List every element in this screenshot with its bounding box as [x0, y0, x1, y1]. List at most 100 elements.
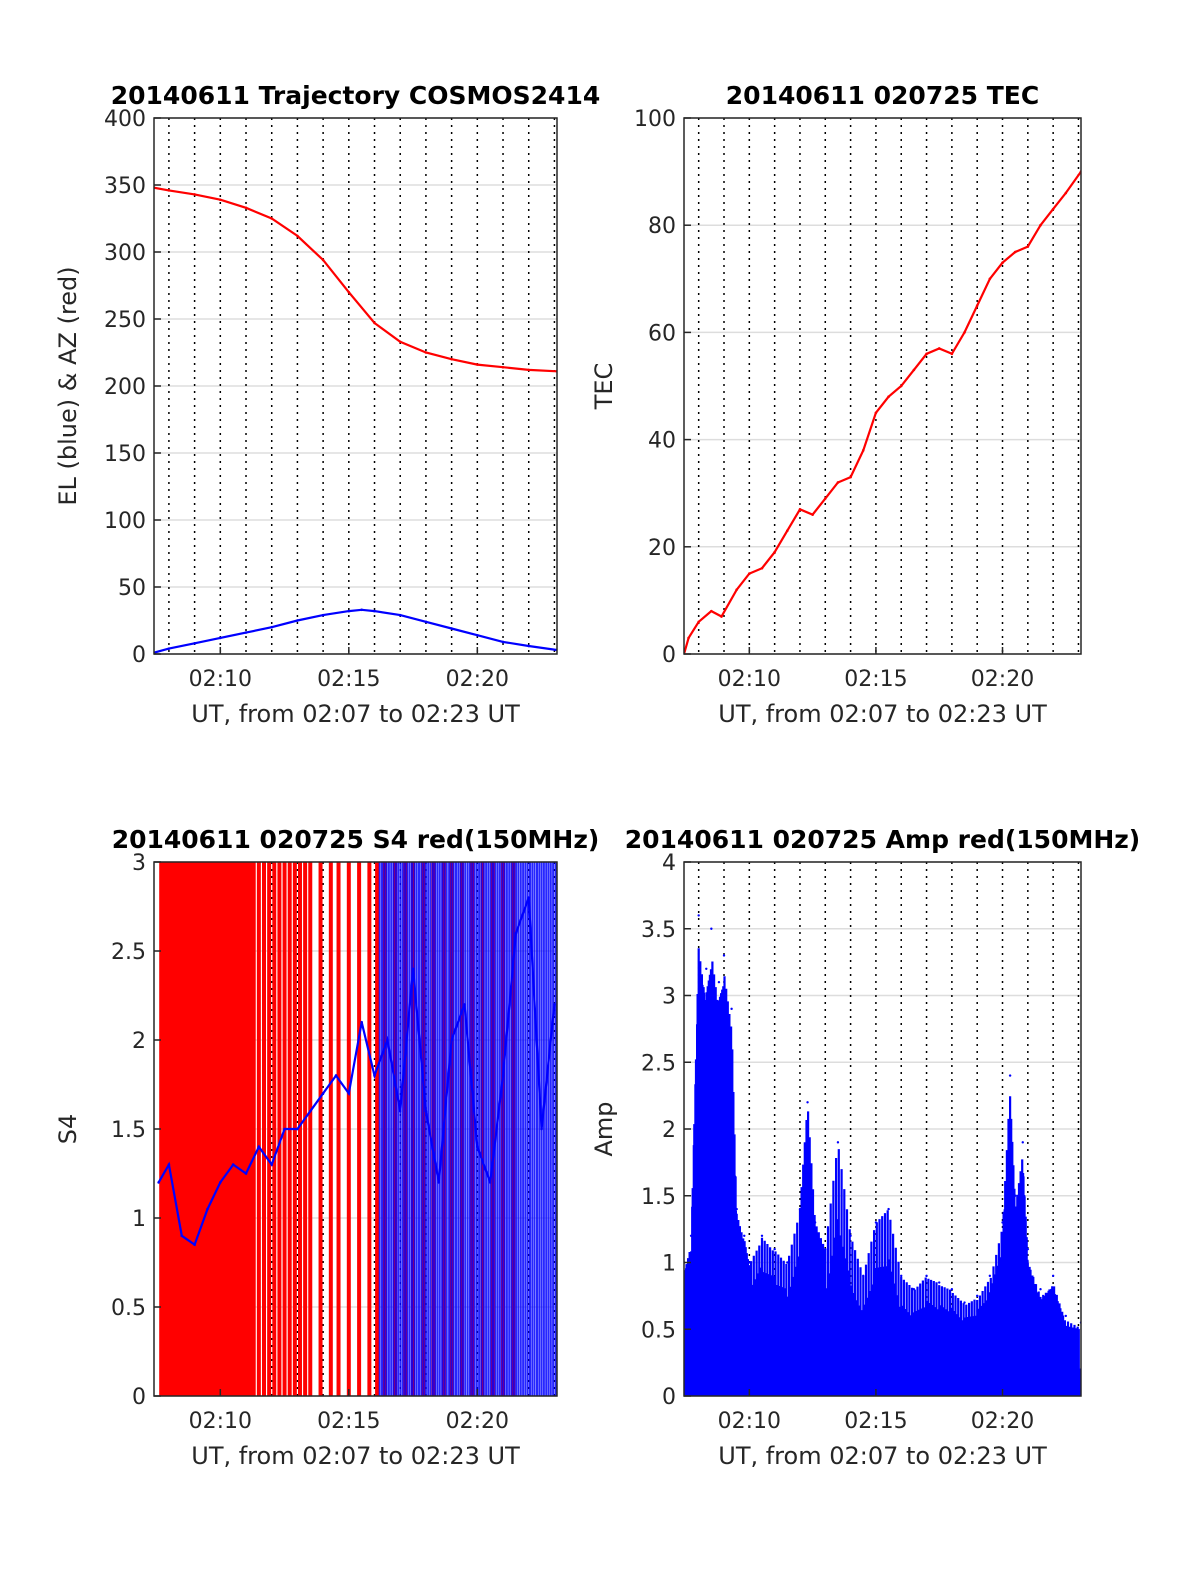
- x-tick-label: 02:20: [446, 1409, 509, 1434]
- data-point: [899, 384, 903, 388]
- x-axis-label: UT, from 02:07 to 02:23 UT: [718, 1442, 1047, 1470]
- chart-panel-4: 0 0.5 1 1.5 2 2.5 3 3.5 4 02:10 02:15 02:20 20140611…: [590, 825, 1140, 1470]
- data-point: [219, 1181, 222, 1184]
- data-point: [231, 1163, 235, 1166]
- data-point: [321, 613, 325, 617]
- axes-box: [683, 117, 1082, 655]
- amp-data-point: [743, 1234, 746, 1238]
- y-tick-label: 200: [104, 375, 146, 400]
- data-point: [373, 609, 376, 613]
- data-point: [296, 234, 299, 238]
- x-tick-label: 02:20: [971, 1409, 1034, 1434]
- amp-data-point: [773, 1247, 776, 1251]
- y-tick-label: 100: [634, 107, 676, 132]
- x-axis-label: UT, from 02:07 to 02:23 UT: [718, 700, 1047, 728]
- y-tick-label: 0: [132, 643, 146, 668]
- data-point: [244, 631, 248, 634]
- data-point: [347, 290, 351, 294]
- y-tick-label: 400: [104, 107, 146, 132]
- amp-data-point: [1013, 1194, 1017, 1197]
- y-tick-label: 1.5: [111, 1118, 146, 1143]
- data-point: [321, 1092, 325, 1095]
- data-point: [157, 1181, 160, 1184]
- y-tick-label: 0: [132, 1385, 146, 1410]
- amp-data-point: [862, 1274, 865, 1278]
- amp-data-point: [717, 980, 721, 984]
- series-line-1: [154, 186, 557, 373]
- data-point: [167, 647, 171, 650]
- y-axis-label: Amp: [590, 1101, 618, 1156]
- data-point: [887, 395, 890, 399]
- amp-data-point: [697, 914, 700, 917]
- y-tick-label: 2: [662, 1118, 676, 1143]
- y-tick-label: 350: [104, 174, 146, 199]
- data-point: [1001, 261, 1004, 265]
- amp-data-point: [689, 1234, 693, 1238]
- data-point: [527, 644, 531, 648]
- amp-data-point: [1039, 1288, 1042, 1291]
- data-point: [786, 529, 789, 533]
- x-tick-label: 02:15: [317, 667, 380, 692]
- data-point: [244, 1172, 248, 1175]
- x-tick-label: 02:15: [317, 1409, 380, 1434]
- y-tick-label: 4: [662, 851, 676, 876]
- x-tick-label: 02:20: [971, 667, 1034, 692]
- amp-data-point: [798, 1207, 802, 1211]
- data-point: [360, 608, 363, 612]
- data-point: [450, 627, 453, 630]
- y-tick-label: 2.5: [641, 1051, 676, 1076]
- data-point: [823, 497, 827, 500]
- chart-title: 20140611 020725 S4 red(150MHz): [112, 825, 600, 854]
- data-point: [874, 411, 878, 415]
- data-point: [308, 1109, 312, 1113]
- amp-data-point: [874, 1221, 878, 1224]
- data-point: [687, 636, 690, 640]
- data-point: [437, 1181, 441, 1184]
- series-line-2: [154, 608, 557, 654]
- data-point: [180, 1234, 184, 1238]
- amp-data-point: [963, 1301, 966, 1304]
- amp-data-point: [849, 1234, 852, 1238]
- data-point: [283, 1127, 286, 1131]
- data-point: [553, 1003, 556, 1006]
- data-point: [386, 1038, 389, 1042]
- data-point: [450, 357, 453, 361]
- chart-title: 20140611 Trajectory COSMOS2414: [111, 81, 601, 110]
- data-point: [527, 368, 531, 372]
- data-point: [347, 1092, 351, 1095]
- data-point: [1013, 250, 1017, 254]
- x-tick-label: 02:10: [718, 667, 781, 692]
- data-point: [527, 896, 531, 899]
- data-point: [321, 258, 325, 262]
- amp-data-point: [1064, 1314, 1068, 1318]
- amp-data-point: [806, 1101, 809, 1104]
- x-axis-label: UT, from 02:07 to 02:23 UT: [191, 1442, 520, 1470]
- data-point: [193, 641, 196, 645]
- data-point: [193, 193, 196, 196]
- data-point: [501, 640, 505, 644]
- amp-data-point: [1021, 1141, 1024, 1144]
- data-point: [836, 481, 840, 484]
- data-point: [167, 1163, 171, 1166]
- data-point: [963, 331, 966, 334]
- y-tick-label: 80: [648, 214, 676, 239]
- data-point: [697, 620, 700, 624]
- y-tick-label: 1: [132, 1207, 146, 1232]
- data-point: [347, 609, 351, 613]
- amp-data-point: [748, 1261, 751, 1264]
- y-tick-label: 3: [132, 851, 146, 876]
- y-tick-label: 3.5: [641, 918, 676, 943]
- data-point: [360, 1020, 363, 1024]
- data-point: [270, 625, 274, 629]
- data-point: [1039, 223, 1042, 227]
- amp-data-point: [1051, 1274, 1055, 1278]
- amp-data-point: [786, 1261, 789, 1264]
- y-tick-label: 20: [648, 536, 676, 561]
- y-tick-label: 60: [648, 321, 676, 346]
- data-point: [735, 588, 738, 591]
- amp-series-line: [684, 948, 1081, 1396]
- data-point: [925, 352, 928, 356]
- data-point: [710, 609, 713, 613]
- data-point: [398, 340, 402, 344]
